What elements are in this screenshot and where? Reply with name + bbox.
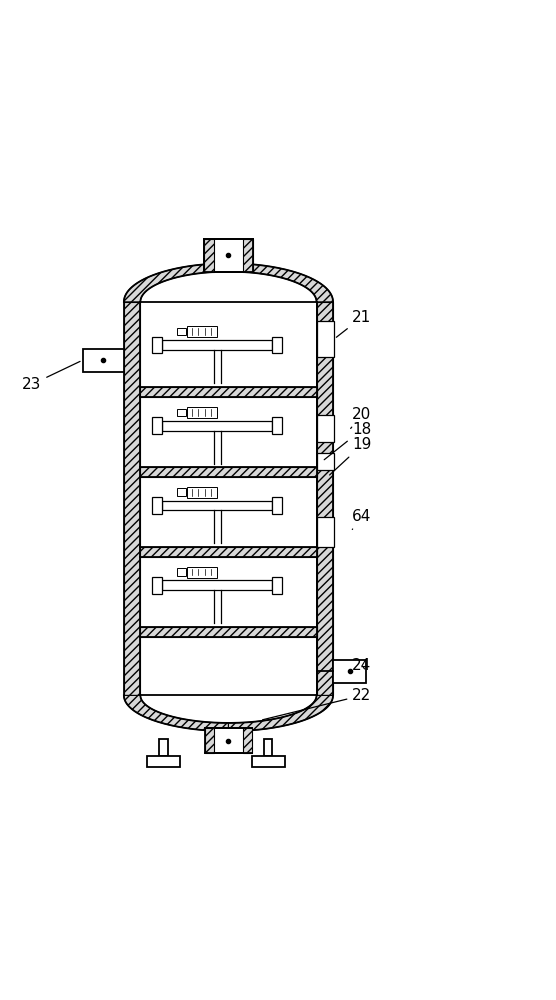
- Text: 23: 23: [22, 361, 80, 392]
- Bar: [177, 568, 186, 576]
- Bar: [152, 497, 162, 514]
- Text: 18: 18: [324, 422, 371, 460]
- Bar: [140, 547, 316, 557]
- Text: 64: 64: [353, 509, 371, 529]
- Bar: [162, 501, 272, 510]
- Bar: [316, 302, 333, 695]
- Text: 20: 20: [351, 407, 371, 428]
- Bar: [83, 349, 124, 372]
- Bar: [177, 488, 186, 496]
- Text: 24: 24: [353, 658, 371, 673]
- Bar: [152, 337, 162, 353]
- Bar: [159, 739, 168, 756]
- Bar: [205, 728, 252, 753]
- Bar: [162, 340, 272, 350]
- Bar: [244, 239, 253, 272]
- Bar: [187, 567, 217, 578]
- Polygon shape: [229, 695, 333, 731]
- Bar: [316, 453, 334, 470]
- Bar: [187, 487, 217, 498]
- Bar: [187, 407, 217, 418]
- Bar: [272, 417, 282, 434]
- Text: 22: 22: [262, 688, 371, 720]
- Bar: [251, 756, 285, 767]
- Bar: [140, 467, 316, 477]
- Text: 19: 19: [330, 437, 371, 475]
- Bar: [316, 517, 334, 547]
- Bar: [152, 577, 162, 594]
- Bar: [316, 415, 334, 442]
- Polygon shape: [124, 695, 229, 731]
- Bar: [147, 756, 180, 767]
- Bar: [203, 239, 253, 272]
- Polygon shape: [124, 263, 229, 302]
- Bar: [177, 328, 186, 335]
- Bar: [316, 321, 334, 357]
- Bar: [162, 421, 272, 431]
- Text: 21: 21: [336, 310, 371, 337]
- Bar: [187, 326, 217, 337]
- Bar: [152, 417, 162, 434]
- Bar: [243, 728, 252, 753]
- Bar: [333, 660, 366, 683]
- Bar: [140, 627, 316, 637]
- Bar: [264, 739, 272, 756]
- Bar: [140, 302, 316, 695]
- Bar: [272, 497, 282, 514]
- Bar: [177, 409, 186, 416]
- Bar: [140, 387, 316, 397]
- Bar: [205, 728, 214, 753]
- Bar: [272, 337, 282, 353]
- Bar: [272, 577, 282, 594]
- Bar: [203, 239, 214, 272]
- Bar: [162, 580, 272, 590]
- Bar: [124, 302, 140, 695]
- Polygon shape: [229, 263, 333, 302]
